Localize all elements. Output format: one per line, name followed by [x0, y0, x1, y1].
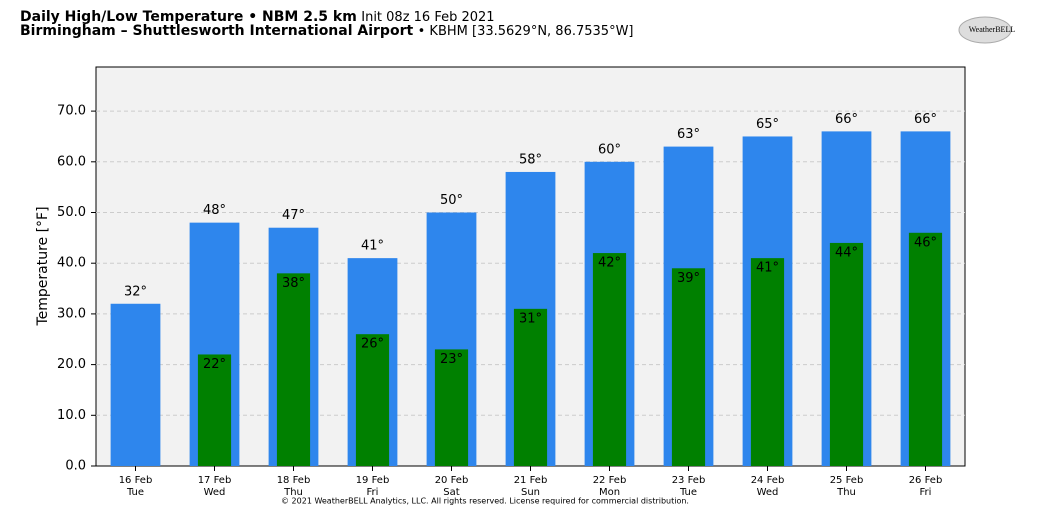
- x-tick-weekday: Wed: [757, 487, 779, 498]
- bar: [750, 258, 785, 466]
- bar: [276, 273, 311, 466]
- x-tick-label: 24 Feb: [751, 475, 785, 486]
- y-tick-label: 50.0: [57, 205, 86, 220]
- x-tick-weekday: Fri: [367, 487, 379, 498]
- y-tick-label: 0.0: [65, 459, 86, 474]
- value-label: 38°: [282, 276, 305, 291]
- x-tick-label: 26 Feb: [909, 475, 943, 486]
- x-tick-weekday: Thu: [836, 487, 856, 498]
- value-label: 26°: [361, 337, 384, 352]
- value-label: 63°: [677, 127, 700, 142]
- bar: [908, 232, 943, 466]
- value-label: 58°: [519, 152, 542, 167]
- value-label: 60°: [598, 142, 621, 157]
- value-label: 32°: [124, 284, 147, 299]
- value-label: 47°: [282, 208, 305, 223]
- title-note: Init 08z 16 Feb 2021: [361, 10, 494, 25]
- y-tick-label: 10.0: [57, 408, 86, 423]
- chart-title-line: Daily High/Low Temperature • NBM 2.5 km …: [20, 9, 495, 25]
- x-tick-weekday: Sun: [521, 487, 540, 498]
- value-label: 46°: [914, 235, 937, 250]
- x-tick-label: 25 Feb: [830, 475, 864, 486]
- value-label: 65°: [756, 117, 779, 132]
- bar: [197, 354, 232, 466]
- subtitle-note: • KBHM [33.5629°N, 86.7535°W]: [418, 24, 634, 39]
- value-label: 42°: [598, 256, 621, 271]
- y-tick-label: 20.0: [57, 357, 86, 372]
- value-label: 44°: [835, 245, 858, 260]
- chart-subtitle: Birmingham – Shuttlesworth International…: [20, 23, 413, 39]
- x-tick-label: 18 Feb: [277, 475, 311, 486]
- bar: [513, 308, 548, 466]
- x-tick-weekday: Fri: [920, 487, 932, 498]
- x-tick-label: 20 Feb: [435, 475, 469, 486]
- bar: [671, 268, 706, 466]
- x-tick-label: 23 Feb: [672, 475, 706, 486]
- bar: [355, 334, 390, 466]
- x-tick-weekday: Mon: [599, 487, 620, 498]
- y-axis-label: Temperature [°F]: [35, 206, 51, 326]
- x-tick-weekday: Sat: [443, 487, 459, 498]
- bar: [110, 303, 161, 466]
- chart-title: Daily High/Low Temperature • NBM 2.5 km: [20, 9, 357, 25]
- x-tick-label: 22 Feb: [593, 475, 627, 486]
- logo-badge: [958, 16, 1012, 44]
- y-tick-label: 40.0: [57, 256, 86, 271]
- x-tick-label: 17 Feb: [198, 475, 232, 486]
- bar: [829, 242, 864, 466]
- bar: [434, 349, 469, 466]
- x-tick-weekday: Wed: [204, 487, 226, 498]
- value-label: 41°: [361, 239, 384, 254]
- value-label: 41°: [756, 261, 779, 276]
- value-label: 66°: [835, 112, 858, 127]
- value-label: 31°: [519, 311, 542, 326]
- x-tick-weekday: Tue: [679, 487, 697, 498]
- value-label: 22°: [203, 357, 226, 372]
- chart-subtitle-line: Birmingham – Shuttlesworth International…: [20, 23, 634, 39]
- logo: WeatherBELL: [969, 25, 1016, 34]
- value-label: 50°: [440, 193, 463, 208]
- x-tick-label: 21 Feb: [514, 475, 548, 486]
- x-tick-weekday: Tue: [126, 487, 144, 498]
- x-tick-label: 16 Feb: [119, 475, 153, 486]
- value-label: 39°: [677, 271, 700, 286]
- x-tick-label: 19 Feb: [356, 475, 390, 486]
- value-label: 48°: [203, 203, 226, 218]
- x-tick-weekday: Thu: [283, 487, 303, 498]
- y-tick-label: 60.0: [57, 154, 86, 169]
- value-label: 66°: [914, 112, 937, 127]
- value-label: 23°: [440, 352, 463, 367]
- footer: © 2021 WeatherBELL Analytics, LLC. All r…: [281, 497, 689, 506]
- y-tick-label: 30.0: [57, 306, 86, 321]
- y-tick-label: 70.0: [57, 104, 86, 119]
- bar: [592, 253, 627, 466]
